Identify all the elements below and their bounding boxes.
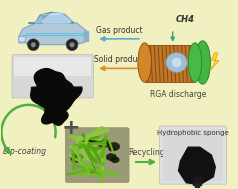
Polygon shape <box>42 13 71 23</box>
FancyBboxPatch shape <box>160 126 226 184</box>
Ellipse shape <box>188 43 202 82</box>
Circle shape <box>66 39 78 51</box>
Text: RGA discharge: RGA discharge <box>150 90 207 99</box>
Ellipse shape <box>172 58 181 67</box>
Polygon shape <box>31 69 82 115</box>
Circle shape <box>28 39 39 51</box>
Polygon shape <box>42 99 68 125</box>
Polygon shape <box>210 53 219 70</box>
Ellipse shape <box>97 139 110 148</box>
FancyBboxPatch shape <box>65 128 129 183</box>
Text: Hydrophobic sponge: Hydrophobic sponge <box>157 130 229 136</box>
Ellipse shape <box>110 156 119 163</box>
Text: +: + <box>62 118 80 138</box>
Ellipse shape <box>71 154 83 163</box>
Polygon shape <box>84 31 89 41</box>
FancyBboxPatch shape <box>163 129 223 181</box>
Text: Dip-coating: Dip-coating <box>2 147 46 156</box>
Polygon shape <box>195 183 199 189</box>
Ellipse shape <box>108 142 120 151</box>
Ellipse shape <box>195 41 210 84</box>
FancyBboxPatch shape <box>12 55 93 98</box>
Polygon shape <box>29 12 74 23</box>
Circle shape <box>70 42 74 47</box>
FancyBboxPatch shape <box>14 57 91 76</box>
Ellipse shape <box>106 153 117 161</box>
Polygon shape <box>178 147 215 185</box>
Polygon shape <box>19 21 89 45</box>
Ellipse shape <box>89 168 96 173</box>
Text: Recycling: Recycling <box>128 148 165 157</box>
Ellipse shape <box>72 153 80 158</box>
Polygon shape <box>35 16 42 23</box>
Text: CH4: CH4 <box>176 15 195 24</box>
Ellipse shape <box>79 136 93 146</box>
Polygon shape <box>193 177 201 185</box>
Polygon shape <box>20 38 25 41</box>
Ellipse shape <box>166 53 187 72</box>
Polygon shape <box>19 37 26 43</box>
Ellipse shape <box>138 43 151 82</box>
Ellipse shape <box>83 136 98 147</box>
Text: Gas product: Gas product <box>96 26 143 35</box>
Text: Solid product: Solid product <box>94 55 145 64</box>
Ellipse shape <box>108 146 116 151</box>
Circle shape <box>31 42 36 47</box>
Bar <box>145 45 195 82</box>
